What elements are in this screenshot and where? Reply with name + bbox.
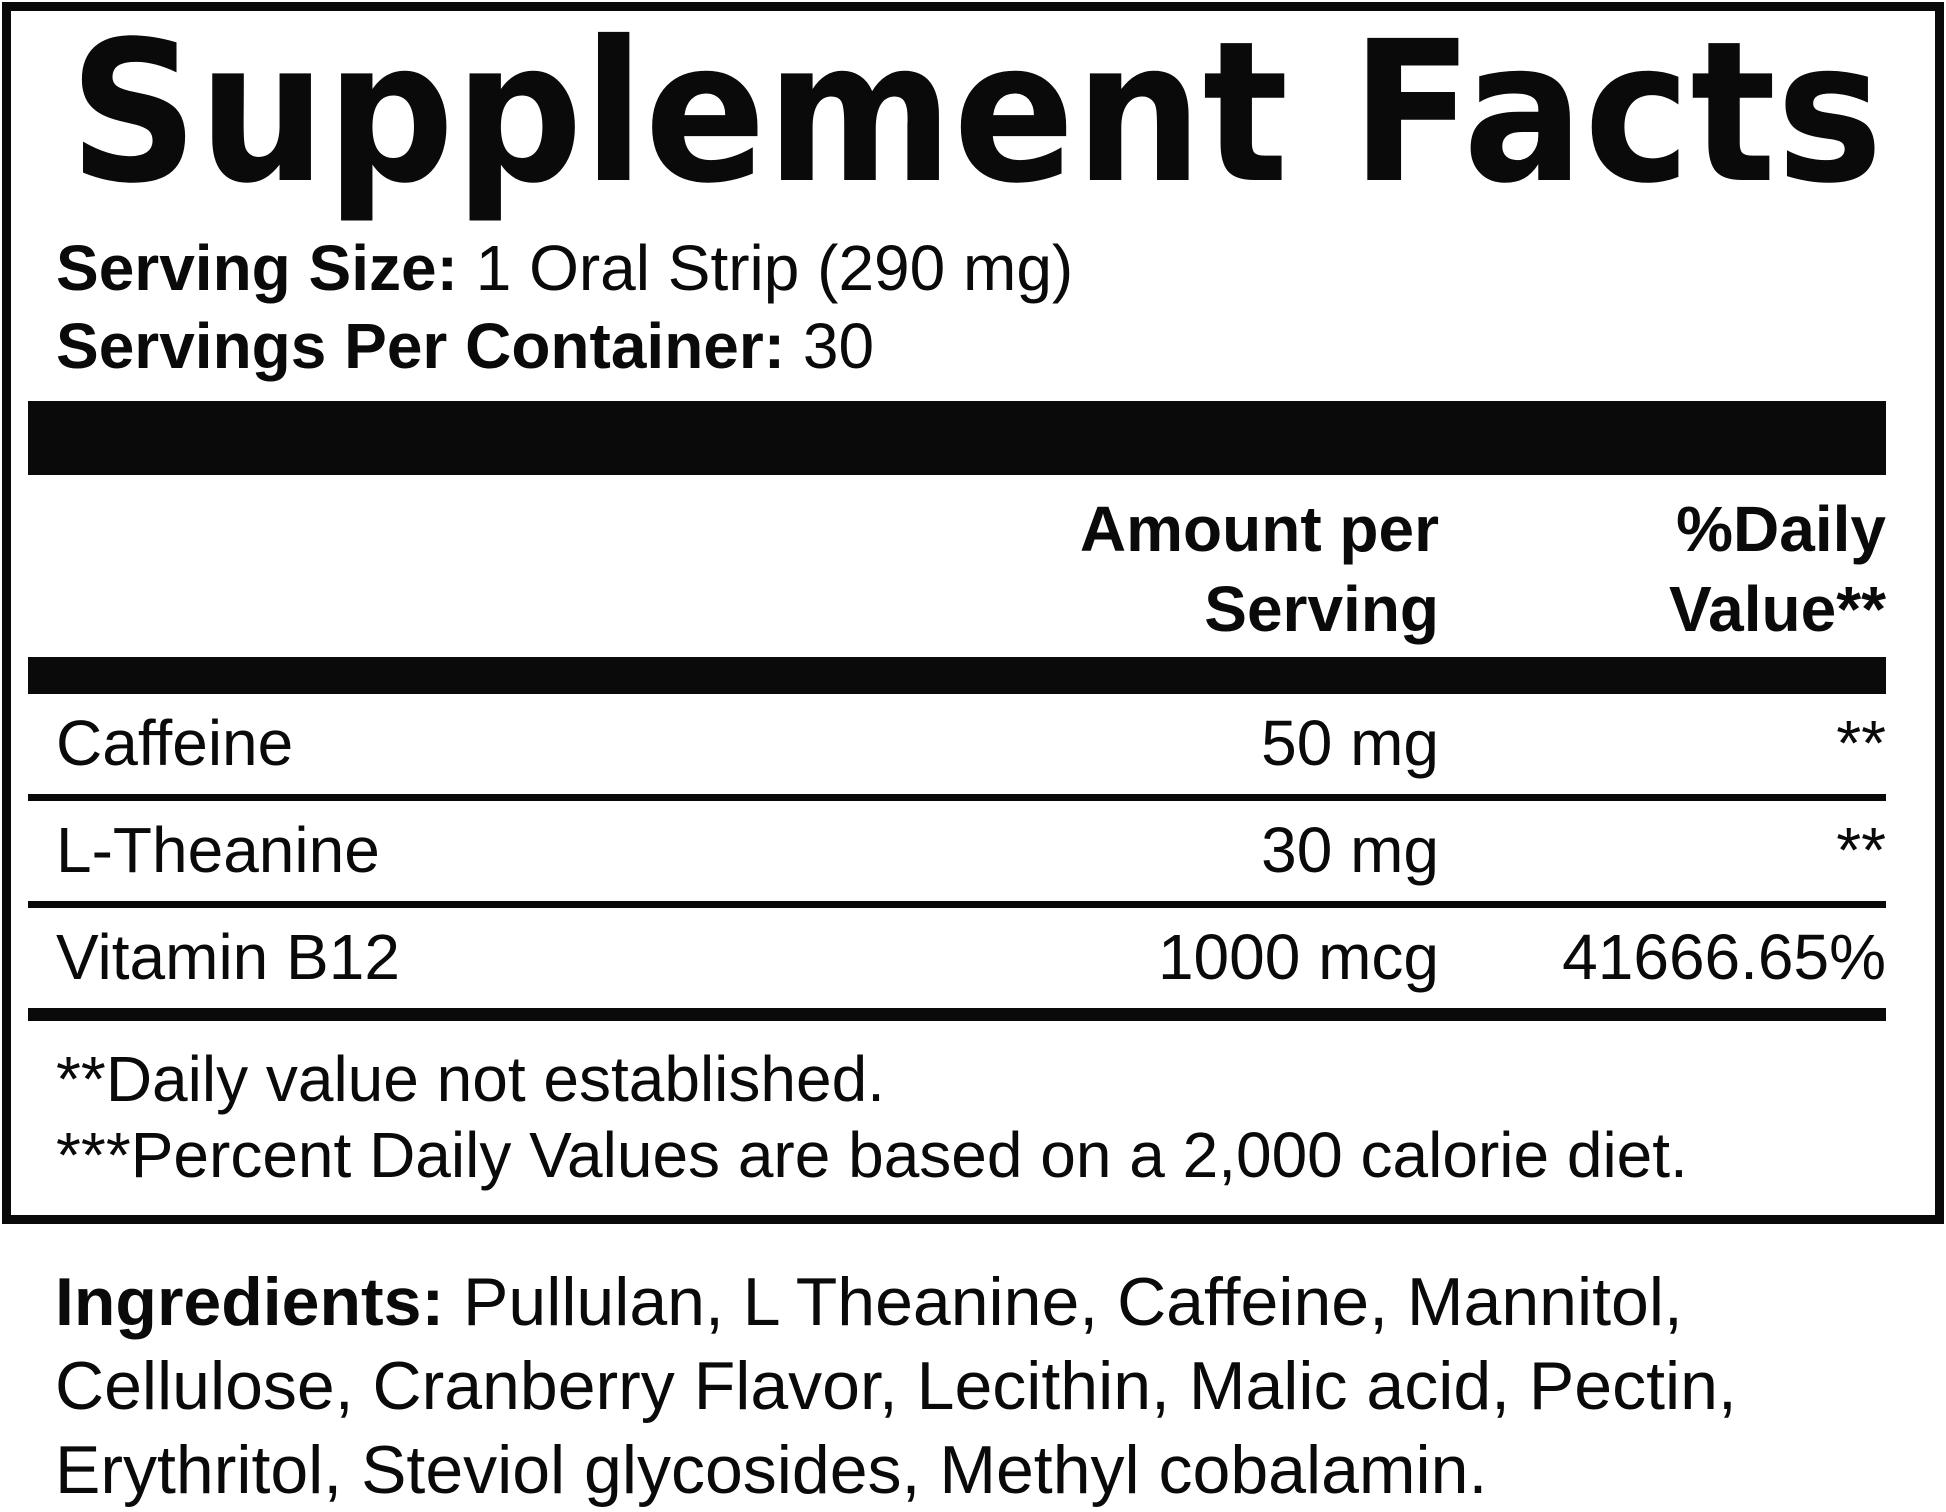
- ingredients-section: Ingredients: Pullulan, L Theanine, Caffe…: [0, 1260, 1946, 1512]
- footnote-percent-daily-values: ***Percent Daily Values are based on a 2…: [56, 1119, 1688, 1191]
- daily-value-header-line2: Value**: [1668, 573, 1886, 645]
- panel-title-text: Supplement Facts: [69, 29, 1883, 226]
- ingredients-line2: Cellulose, Cranberry Flavor, Lecithin, M…: [55, 1348, 1737, 1424]
- serving-size-label: Serving Size:: [56, 232, 458, 304]
- divider-heavy-mid: [28, 657, 1886, 694]
- table-row-vitamin-b12: Vitamin B12 1000 mcg 41666.65%: [28, 908, 1886, 1008]
- nutrient-daily-value: **: [1836, 707, 1886, 779]
- footnotes-section: **Daily value not established. ***Percen…: [28, 1021, 1886, 1215]
- footnote-daily-value: **Daily value not established.: [56, 1043, 885, 1115]
- column-headers-row: Amount per Serving %Daily Value**: [28, 475, 1886, 657]
- table-row-caffeine: Caffeine 50 mg **: [28, 694, 1886, 794]
- table-row-l-theanine: L-Theanine 30 mg **: [28, 801, 1886, 901]
- nutrient-amount: 50 mg: [1261, 707, 1439, 779]
- nutrient-amount: 1000 mcg: [1157, 921, 1439, 993]
- daily-value-header: %Daily Value**: [1439, 489, 1886, 649]
- amount-header-line1: Amount per: [1079, 493, 1439, 565]
- row-divider: [28, 794, 1886, 801]
- ingredients-line3: Erythritol, Steviol glycosides, Methyl c…: [55, 1432, 1488, 1508]
- row-divider: [28, 901, 1886, 908]
- ingredients-label: Ingredients:: [55, 1264, 445, 1340]
- amount-per-serving-header: Amount per Serving: [919, 489, 1439, 649]
- servings-per-container-line: Servings Per Container: 30: [28, 307, 1886, 385]
- servings-per-container-label: Servings Per Container:: [56, 310, 786, 382]
- nutrient-name: Caffeine: [56, 707, 294, 779]
- ingredients-line1: Ingredients: Pullulan, L Theanine, Caffe…: [55, 1260, 1906, 1344]
- daily-value-header-line1: %Daily: [1676, 493, 1886, 565]
- amount-header-line2: Serving: [1204, 573, 1439, 645]
- supplement-facts-panel: Supplement Facts Serving Size: 1 Oral St…: [2, 2, 1944, 1224]
- ingredients-line1-rest: Pullulan, L Theanine, Caffeine, Mannitol…: [444, 1264, 1683, 1340]
- nutrient-name: L-Theanine: [56, 814, 380, 886]
- divider-heavy-bottom: [28, 1008, 1886, 1021]
- nutrient-daily-value: **: [1836, 814, 1886, 886]
- nutrient-amount: 30 mg: [1261, 814, 1439, 886]
- divider-heavy-top: [28, 401, 1886, 475]
- serving-size-line: Serving Size: 1 Oral Strip (290 mg): [28, 229, 1886, 307]
- nutrient-daily-value: 41666.65%: [1562, 921, 1886, 993]
- servings-per-container-value: 30: [785, 310, 875, 382]
- nutrient-name: Vitamin B12: [56, 921, 400, 993]
- serving-size-value: 1 Oral Strip (290 mg): [457, 232, 1074, 304]
- panel-title: Supplement Facts: [69, 29, 1883, 226]
